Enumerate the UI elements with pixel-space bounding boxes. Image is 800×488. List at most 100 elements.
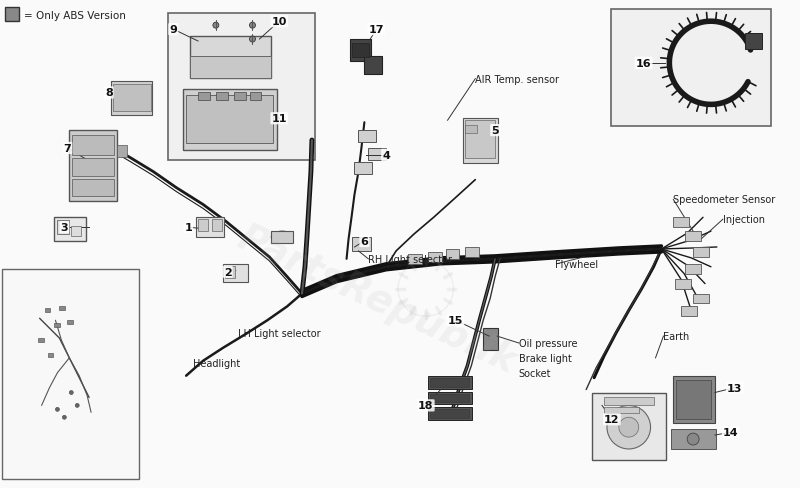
- Circle shape: [687, 433, 699, 445]
- Bar: [111, 81, 153, 116]
- Bar: [271, 232, 293, 244]
- Bar: [674, 376, 715, 424]
- Bar: [212, 220, 222, 232]
- Bar: [428, 407, 472, 420]
- Text: 7: 7: [63, 143, 71, 154]
- Text: Flywheel: Flywheel: [554, 259, 598, 269]
- Bar: [186, 96, 274, 143]
- Bar: [466, 121, 495, 159]
- Bar: [216, 93, 228, 101]
- Text: 14: 14: [723, 427, 738, 437]
- Text: Speedometer Sensor: Speedometer Sensor: [674, 195, 775, 205]
- Bar: [611, 10, 771, 127]
- Bar: [430, 394, 470, 403]
- Bar: [58, 221, 70, 235]
- Bar: [196, 218, 224, 238]
- Bar: [190, 37, 271, 79]
- Bar: [675, 279, 691, 289]
- Bar: [113, 84, 150, 112]
- Bar: [59, 307, 66, 311]
- Ellipse shape: [271, 232, 293, 244]
- Bar: [47, 353, 54, 357]
- Bar: [5, 8, 19, 22]
- Text: 9: 9: [170, 25, 178, 35]
- Bar: [676, 380, 711, 419]
- Bar: [354, 163, 372, 174]
- Bar: [693, 294, 709, 304]
- Bar: [351, 238, 371, 251]
- Text: 13: 13: [727, 383, 742, 393]
- Bar: [117, 146, 126, 158]
- Bar: [67, 321, 74, 325]
- Bar: [430, 409, 470, 418]
- Bar: [428, 392, 472, 405]
- Bar: [428, 252, 442, 262]
- Text: 16: 16: [636, 59, 651, 69]
- Text: Socket: Socket: [519, 368, 551, 378]
- Bar: [686, 232, 701, 242]
- Bar: [604, 407, 638, 413]
- Circle shape: [250, 23, 255, 29]
- Bar: [222, 264, 247, 282]
- Text: 4: 4: [382, 151, 390, 161]
- Bar: [45, 309, 50, 313]
- Bar: [225, 266, 234, 278]
- Bar: [198, 93, 210, 101]
- Circle shape: [250, 37, 255, 43]
- Bar: [198, 220, 208, 232]
- Circle shape: [619, 417, 638, 437]
- Bar: [693, 247, 709, 257]
- Bar: [350, 40, 371, 61]
- Bar: [183, 89, 278, 151]
- Circle shape: [607, 406, 650, 449]
- Bar: [430, 378, 470, 387]
- Bar: [466, 247, 479, 257]
- Bar: [682, 307, 697, 317]
- Bar: [72, 136, 114, 156]
- Text: LH Light selector: LH Light selector: [238, 328, 320, 338]
- Circle shape: [213, 23, 219, 29]
- Circle shape: [62, 415, 66, 419]
- Text: = Only ABS Version: = Only ABS Version: [24, 11, 126, 21]
- Text: Earth: Earth: [663, 331, 690, 342]
- Bar: [446, 249, 459, 259]
- Bar: [408, 254, 422, 264]
- Bar: [686, 264, 701, 274]
- Text: Headlight: Headlight: [193, 358, 240, 368]
- Bar: [358, 131, 376, 142]
- Text: PartsRepublik: PartsRepublik: [230, 218, 522, 380]
- Bar: [72, 159, 114, 176]
- Bar: [745, 34, 762, 50]
- Bar: [54, 324, 61, 327]
- Text: Brake light: Brake light: [519, 353, 572, 363]
- Bar: [428, 376, 472, 389]
- Bar: [234, 93, 246, 101]
- Bar: [72, 179, 114, 197]
- Text: 6: 6: [361, 237, 368, 246]
- Bar: [674, 218, 689, 228]
- Text: Oil pressure: Oil pressure: [519, 338, 578, 348]
- Bar: [54, 218, 86, 242]
- Bar: [463, 119, 498, 163]
- Text: Injection: Injection: [723, 215, 765, 225]
- Bar: [364, 57, 382, 75]
- Text: 2: 2: [224, 267, 232, 277]
- Text: 8: 8: [105, 88, 113, 98]
- Bar: [168, 14, 315, 161]
- Bar: [351, 44, 370, 58]
- Text: 17: 17: [369, 25, 384, 35]
- Text: 1: 1: [184, 223, 192, 233]
- Bar: [2, 269, 138, 479]
- Bar: [38, 338, 43, 342]
- Bar: [250, 93, 262, 101]
- Bar: [671, 429, 716, 449]
- Bar: [70, 131, 117, 202]
- Text: 12: 12: [604, 414, 620, 425]
- Bar: [368, 149, 386, 161]
- Bar: [604, 398, 654, 406]
- Circle shape: [55, 407, 59, 411]
- Circle shape: [70, 391, 74, 395]
- Circle shape: [75, 404, 79, 407]
- Text: 15: 15: [448, 316, 463, 325]
- Text: 11: 11: [271, 114, 287, 124]
